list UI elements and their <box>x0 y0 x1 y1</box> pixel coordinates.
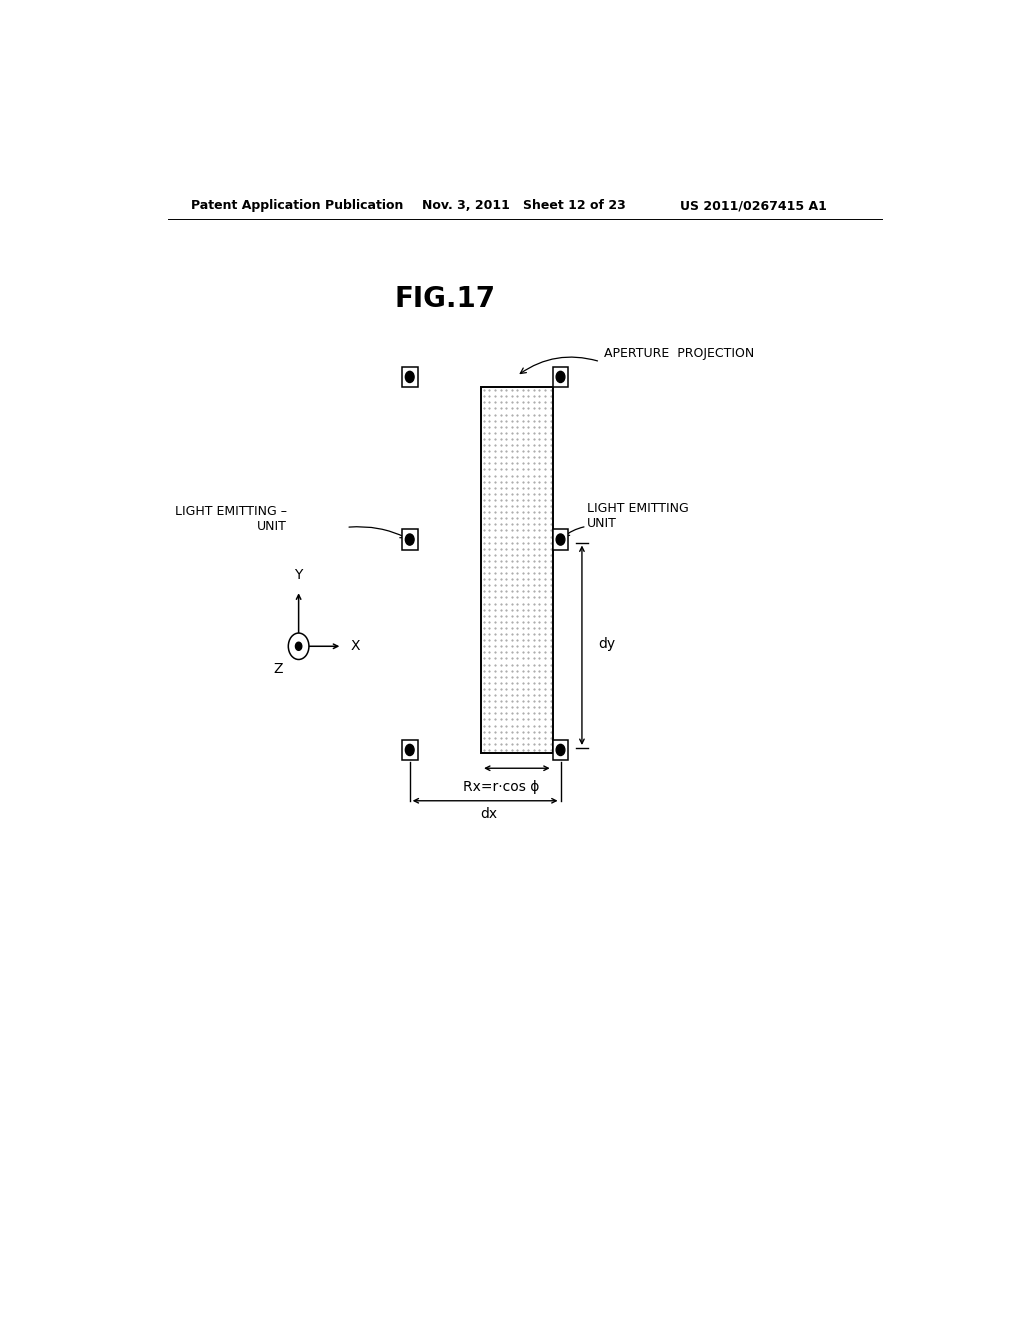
Bar <box>553 367 568 387</box>
Circle shape <box>556 371 565 383</box>
Text: APERTURE  PROJECTION: APERTURE PROJECTION <box>604 347 755 360</box>
Circle shape <box>406 744 414 755</box>
Circle shape <box>289 634 309 660</box>
Bar <box>481 387 553 752</box>
Text: Nov. 3, 2011   Sheet 12 of 23: Nov. 3, 2011 Sheet 12 of 23 <box>422 199 626 213</box>
Circle shape <box>406 535 414 545</box>
Bar <box>553 529 568 549</box>
Text: Y: Y <box>295 568 303 582</box>
Text: Patent Application Publication: Patent Application Publication <box>191 199 403 213</box>
Text: Rx=r·cos ϕ: Rx=r·cos ϕ <box>463 780 540 793</box>
Text: LIGHT EMITTING –
UNIT: LIGHT EMITTING – UNIT <box>175 506 287 533</box>
Text: Z: Z <box>273 661 283 676</box>
Bar <box>401 529 418 549</box>
Circle shape <box>406 371 414 383</box>
Text: dx: dx <box>480 807 498 821</box>
Circle shape <box>556 535 565 545</box>
Bar <box>401 367 418 387</box>
Text: LIGHT EMITTING
UNIT: LIGHT EMITTING UNIT <box>587 502 688 531</box>
Text: US 2011/0267415 A1: US 2011/0267415 A1 <box>680 199 826 213</box>
Text: X: X <box>350 639 359 653</box>
Circle shape <box>556 744 565 755</box>
Text: dy: dy <box>598 638 615 651</box>
Bar <box>401 739 418 760</box>
Text: FIG.17: FIG.17 <box>395 285 496 313</box>
Circle shape <box>296 643 302 651</box>
Bar <box>553 739 568 760</box>
